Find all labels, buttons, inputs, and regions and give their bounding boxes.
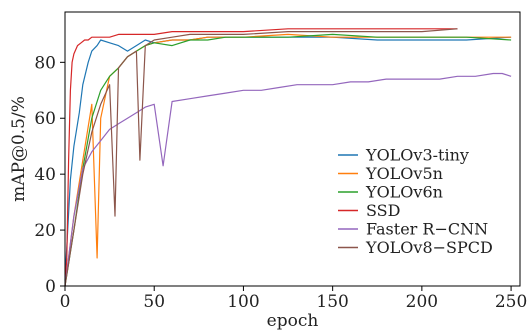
plot-frame <box>64 11 521 287</box>
series-line-3 <box>64 28 458 287</box>
legend-label-0: YOLOv3-tiny <box>365 146 469 165</box>
x-tick-label: 100 <box>227 292 259 312</box>
y-axis-label: mAP@0.5/% <box>9 96 29 202</box>
y-tick-label: 60 <box>34 109 56 129</box>
x-tick-label: 150 <box>316 292 348 312</box>
y-tick-label: 20 <box>34 221 56 241</box>
legend-label-5: YOLOv8−SPCD <box>365 238 493 257</box>
y-tick-label: 40 <box>34 165 56 185</box>
series-line-5 <box>64 28 458 287</box>
x-tick-label: 50 <box>143 292 165 312</box>
legend-label-1: YOLOv5n <box>365 164 443 183</box>
y-tick-label: 80 <box>34 53 56 73</box>
x-axis-label: epoch <box>267 311 319 331</box>
x-tick-label: 250 <box>495 292 527 312</box>
x-tick-label: 0 <box>60 292 71 312</box>
legend-label-3: SSD <box>366 201 400 220</box>
legend-label-2: YOLOv6n <box>365 183 443 202</box>
series-line-2 <box>64 33 512 287</box>
ticks-layer: 0 50 100 150 200 250 0 20 40 60 80 <box>34 53 527 312</box>
y-tick-label: 0 <box>45 277 56 297</box>
x-tick-label: 200 <box>406 292 438 312</box>
legend-label-4: Faster R−CNN <box>366 220 488 239</box>
series-layer <box>64 28 512 287</box>
series-line-4 <box>64 72 512 287</box>
